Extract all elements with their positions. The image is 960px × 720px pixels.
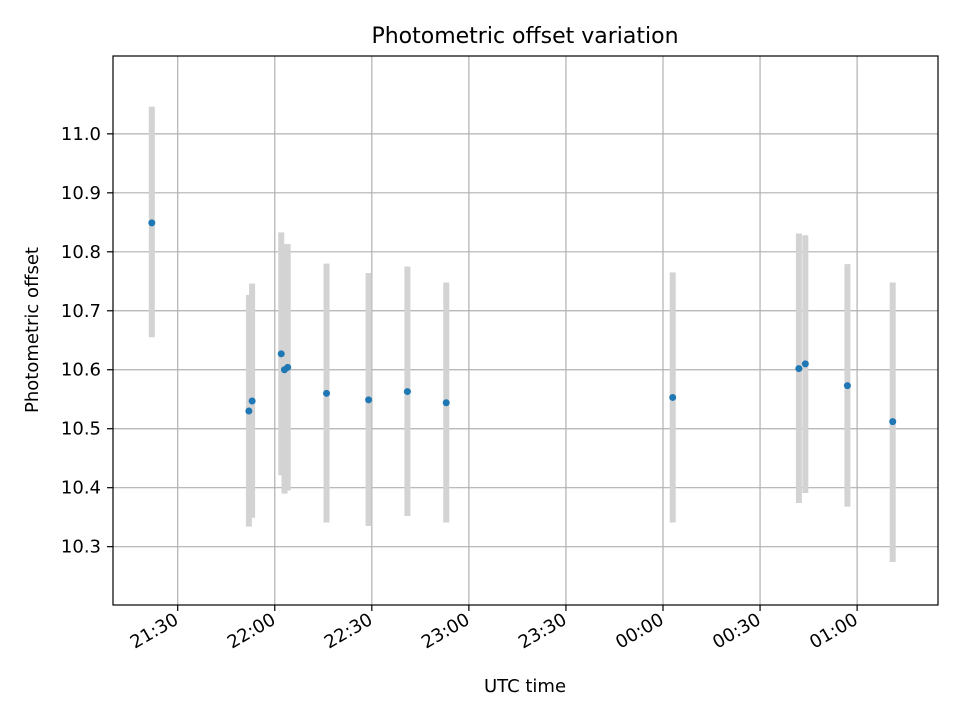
data-point — [365, 396, 373, 404]
data-point — [277, 350, 285, 358]
data-point — [795, 365, 803, 373]
plot-frame — [112, 55, 939, 606]
x-axis-title: UTC time — [484, 676, 566, 697]
data-point — [248, 397, 256, 405]
y-tick-label: 10.3 — [61, 537, 101, 558]
y-tick-label: 10.4 — [61, 478, 101, 499]
data-point — [245, 407, 253, 415]
data-point — [323, 389, 331, 397]
y-tick-label: 11.0 — [61, 124, 101, 145]
data-point — [801, 360, 809, 368]
y-tick-label: 10.5 — [61, 419, 101, 440]
data-point — [442, 399, 450, 407]
data-point — [403, 388, 411, 396]
y-axis-ticks: 10.3 10.4 10.5 10.6 10.7 10.8 10.9 11.0 — [61, 124, 113, 558]
y-axis-title: Photometric offset — [22, 247, 43, 413]
data-point — [148, 219, 156, 227]
chart-title: Photometric offset variation — [371, 24, 678, 49]
data-point — [843, 382, 851, 390]
data-points — [148, 219, 897, 426]
data-point — [889, 418, 897, 426]
y-tick-label: 10.7 — [61, 301, 101, 322]
y-tick-label: 10.8 — [61, 242, 101, 263]
y-tick-label: 10.6 — [61, 360, 101, 381]
data-point — [284, 363, 292, 371]
y-tick-label: 10.9 — [61, 183, 101, 204]
data-point — [669, 393, 677, 401]
